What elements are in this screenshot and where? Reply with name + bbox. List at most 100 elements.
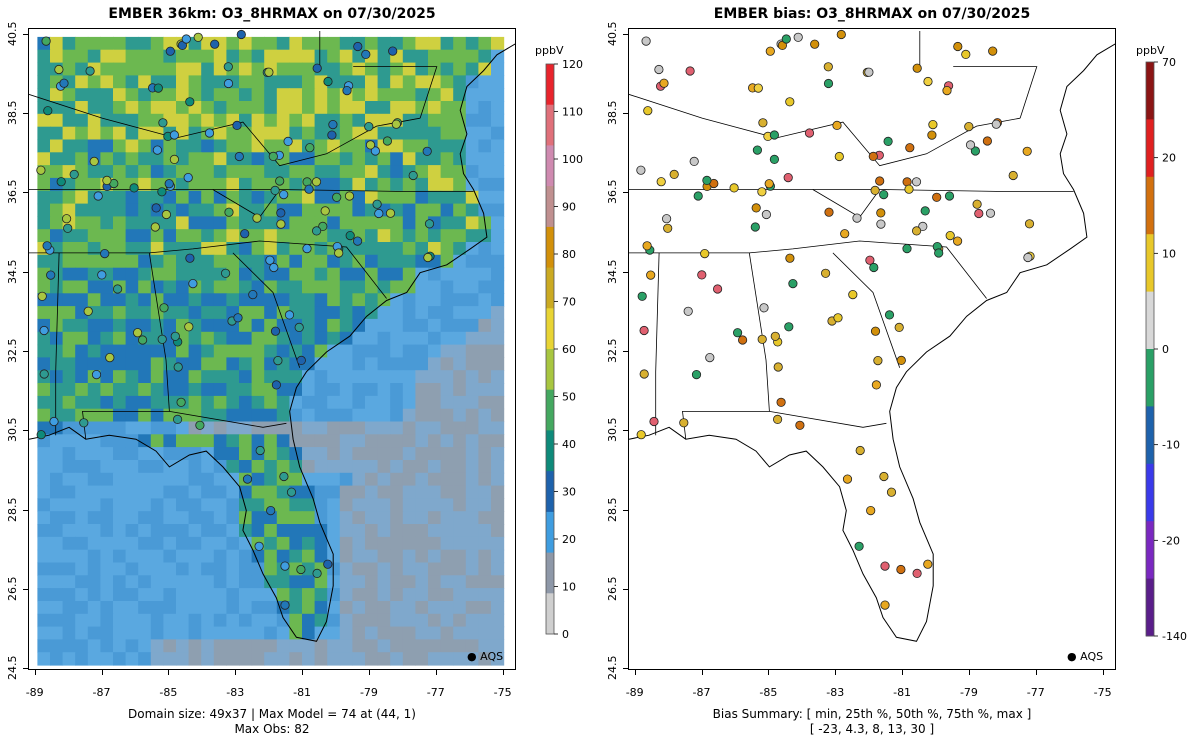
model-grid-cell — [163, 472, 177, 487]
model-grid-cell — [239, 344, 253, 358]
model-grid-cell — [314, 318, 328, 333]
model-grid-cell — [163, 62, 177, 76]
model-grid-cell — [125, 460, 139, 474]
model-grid-cell — [453, 524, 467, 538]
model-grid-cell — [453, 126, 467, 141]
model-grid-cell — [125, 101, 139, 115]
aqs-site-dot — [374, 208, 384, 219]
model-grid-cell — [465, 357, 479, 371]
model-grid-cell — [176, 242, 190, 256]
model-grid-cell — [465, 588, 479, 602]
model-grid-cell — [87, 588, 101, 602]
model-grid-cell — [478, 126, 492, 141]
model-grid-cell — [478, 562, 492, 576]
model-grid-cell — [226, 357, 240, 371]
model-grid-cell — [289, 190, 303, 205]
bias-map[interactable]: ● AQS — [628, 28, 1116, 670]
model-grid-cell — [264, 536, 278, 551]
model-grid-cell — [365, 472, 379, 487]
model-grid-cell — [377, 280, 391, 294]
aqs-site-dot — [36, 165, 46, 175]
aqs-site-dot — [342, 85, 352, 96]
model-grid-cell — [176, 601, 190, 615]
y-tick-label: 26.5 — [606, 576, 619, 601]
bias-site-dot — [659, 78, 669, 88]
model-grid-cell — [201, 395, 215, 410]
model-grid-cell — [428, 331, 442, 346]
model-grid-cell — [50, 139, 64, 153]
state-border — [55, 252, 60, 436]
model-grid-cell — [176, 88, 190, 102]
model-grid-cell — [465, 626, 479, 640]
model-grid-cell — [176, 49, 190, 64]
y-tick-mark — [23, 113, 28, 115]
model-grid-cell — [478, 472, 492, 487]
model-grid-cell — [150, 395, 164, 410]
model-grid-cell — [302, 254, 316, 269]
model-grid-cell — [113, 293, 127, 307]
model-grid-cell — [138, 216, 152, 230]
model-grid-cell — [100, 36, 114, 51]
model-grid-cell — [125, 152, 139, 166]
model-grid-cell — [365, 88, 379, 102]
model-grid-cell — [176, 485, 190, 499]
model-grid-cell — [302, 408, 316, 423]
model-grid-cell — [100, 383, 114, 397]
model-grid-cell — [239, 36, 253, 51]
model-grid-cell — [365, 601, 379, 615]
aqs-site-dot — [242, 474, 253, 484]
model-grid-cell — [339, 408, 353, 423]
model-grid-cell — [37, 49, 51, 64]
model-grid-cell — [188, 626, 202, 640]
model-grid-cell — [75, 242, 89, 256]
model-grid-cell — [428, 370, 442, 384]
colorbar-label: 80 — [562, 248, 576, 261]
model-grid-cell — [327, 139, 341, 153]
model-grid-cell — [100, 601, 114, 615]
bias-site-dot — [824, 207, 834, 217]
model-grid-cell — [113, 383, 127, 397]
bias-site-dot — [769, 130, 779, 140]
aqs-site-dot — [159, 303, 169, 313]
x-tick-mark — [1102, 670, 1104, 675]
model-grid-cell — [276, 331, 290, 346]
model-grid-cell — [276, 588, 290, 602]
model-grid-cell — [339, 395, 353, 410]
model-grid-cell — [465, 434, 479, 448]
model-concentration-map[interactable]: ● AQS — [28, 28, 516, 670]
model-grid-cell — [163, 190, 177, 205]
right-footer: Bias Summary: [ min, 25th %, 50th %, 75t… — [628, 707, 1116, 737]
model-grid-cell — [50, 229, 64, 243]
model-grid-cell — [87, 613, 101, 628]
aqs-site-dot — [41, 36, 51, 46]
model-grid-cell — [415, 460, 429, 474]
bias-site-dot — [758, 118, 768, 128]
model-grid-cell — [289, 408, 303, 423]
model-grid-cell — [201, 562, 215, 576]
model-grid-cell — [75, 267, 89, 282]
model-grid-cell — [327, 601, 341, 615]
model-grid-cell — [302, 165, 316, 179]
model-grid-cell — [402, 62, 416, 76]
model-grid-cell — [365, 318, 379, 333]
model-grid-cell — [226, 229, 240, 243]
model-grid-cell — [113, 113, 127, 128]
x-tick-label: -85 — [159, 686, 178, 699]
colorbar-label: 20 — [562, 533, 576, 546]
model-grid-cell — [113, 126, 127, 141]
model-grid-cell — [176, 575, 190, 589]
x-tick-mark — [168, 670, 170, 675]
model-grid-cell — [50, 601, 64, 615]
y-tick-label: 30.5 — [6, 417, 19, 443]
model-grid-cell — [100, 421, 114, 435]
model-grid-cell — [302, 639, 316, 653]
model-grid-cell — [402, 344, 416, 358]
model-grid-cell — [213, 472, 227, 487]
model-grid-cell — [314, 331, 328, 346]
model-grid-cell — [226, 408, 240, 423]
model-grid-cell — [352, 434, 366, 448]
model-grid-cell — [75, 280, 89, 294]
model-grid-cell — [176, 280, 190, 294]
model-grid-cell — [264, 421, 278, 435]
model-grid-cell — [289, 62, 303, 76]
